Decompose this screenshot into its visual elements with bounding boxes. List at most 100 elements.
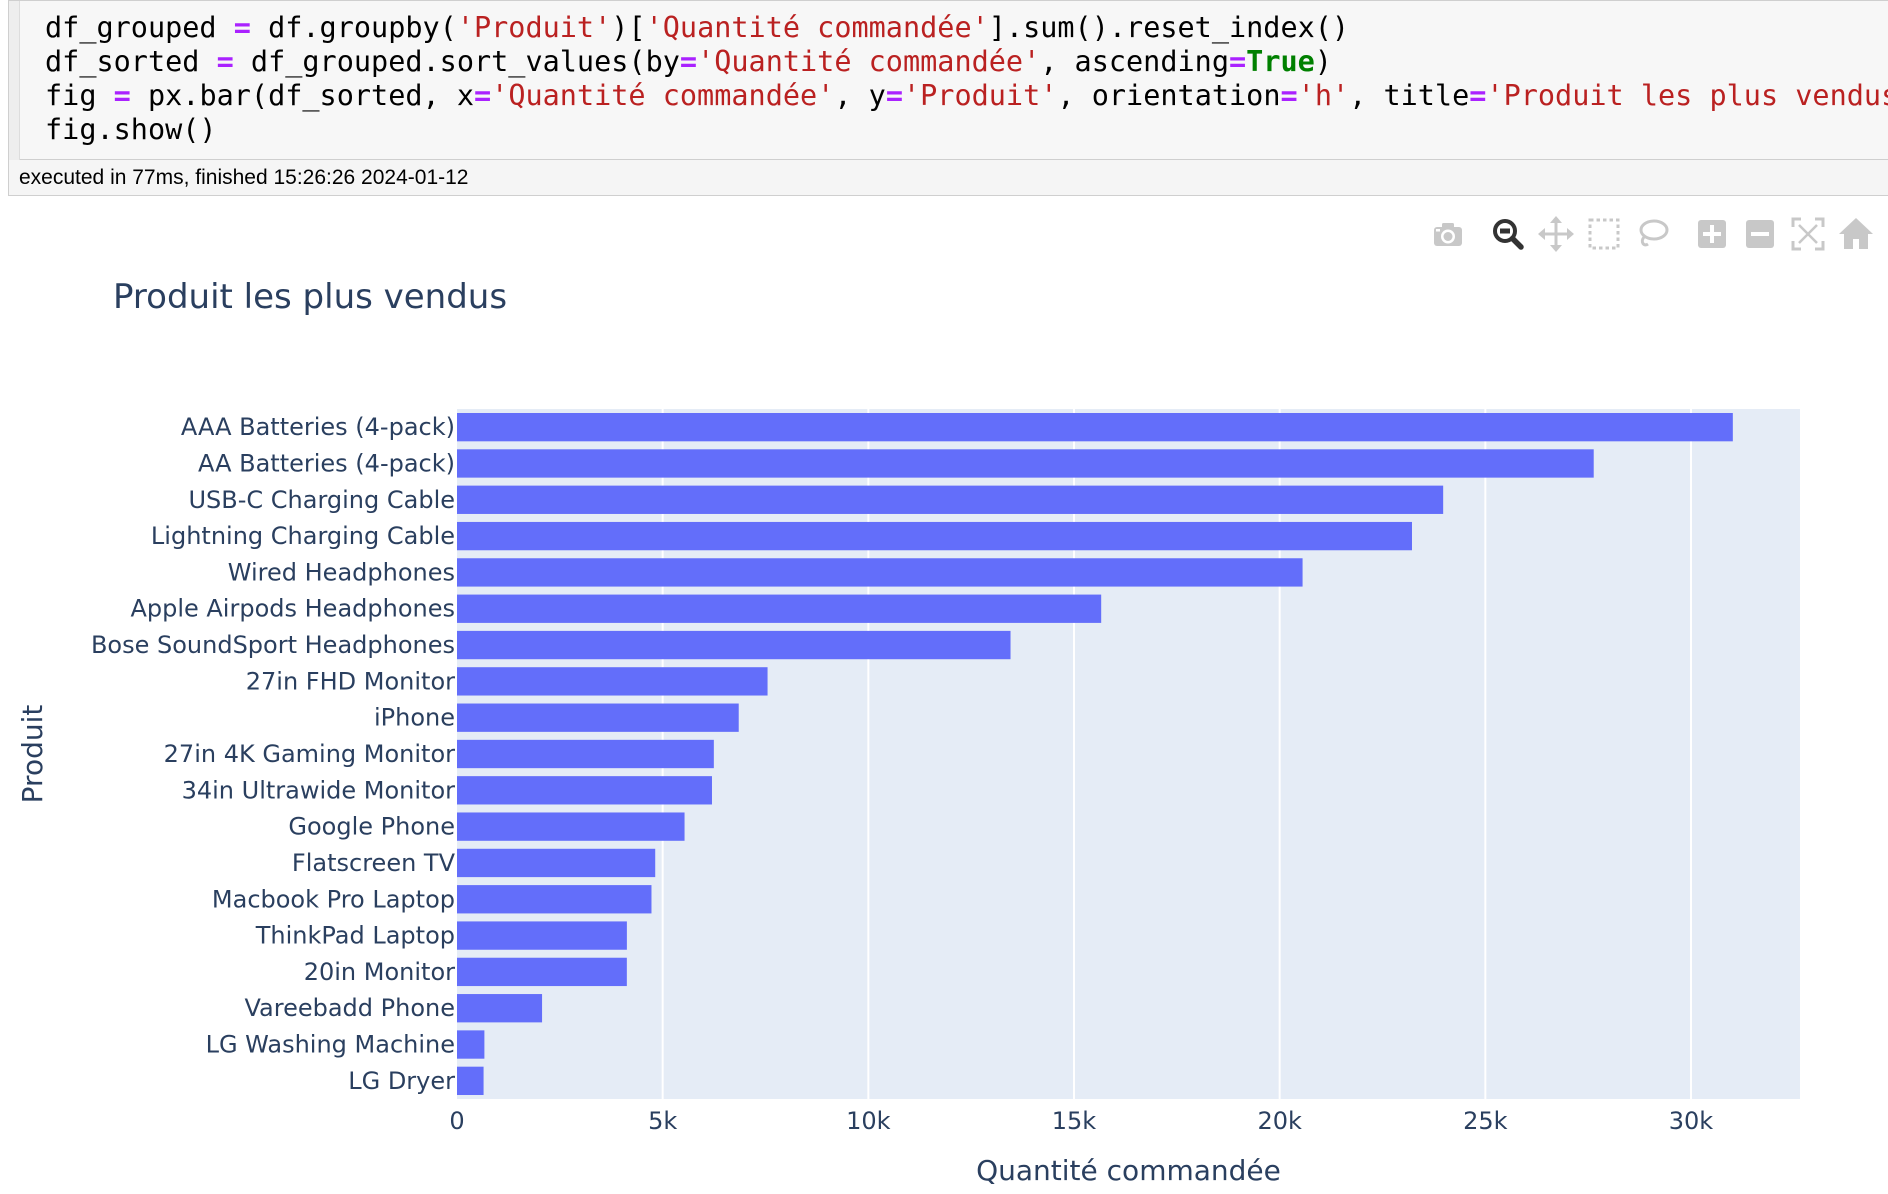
y-tick-label: 20in Monitor	[304, 958, 455, 986]
bar[interactable]	[457, 921, 627, 950]
code-token: =	[1280, 79, 1298, 112]
x-tick-labels: 0 5k 10k 15k 20k 25k 30k	[449, 1107, 1713, 1135]
camera-icon[interactable]	[1428, 214, 1468, 254]
chart-title: Produit les plus vendus	[113, 277, 508, 317]
cell-gutter	[9, 1, 20, 161]
y-tick-label: Macbook Pro Laptop	[212, 885, 455, 913]
zoom-out-icon[interactable]	[1740, 214, 1780, 254]
code-line: df_sorted = df_grouped.sort_values(by='Q…	[45, 45, 1332, 78]
bars	[457, 412, 1733, 1096]
reset-axes-icon[interactable]	[1836, 214, 1876, 254]
bar[interactable]	[457, 739, 714, 769]
zoom-icon[interactable]	[1488, 214, 1528, 254]
bar[interactable]	[457, 412, 1733, 442]
y-tick-label: iPhone	[374, 704, 455, 732]
code-token: )	[1314, 45, 1332, 78]
bar[interactable]	[457, 667, 768, 696]
code-token: 'Produit'	[902, 79, 1058, 112]
bar[interactable]	[457, 776, 712, 805]
bar[interactable]	[457, 812, 685, 841]
y-axis-title: Produit	[16, 705, 49, 804]
x-tick-label: 30k	[1669, 1107, 1714, 1135]
zoom-in-icon[interactable]	[1692, 214, 1732, 254]
code-token: fig	[45, 79, 114, 112]
code-token: 'Quantité commandée'	[645, 11, 989, 44]
y-tick-label: Lightning Charging Cable	[151, 522, 455, 550]
y-tick-label: LG Washing Machine	[206, 1031, 455, 1059]
code-token: px.bar(df_sorted, x	[130, 79, 474, 112]
code-token: 'Quantité commandée'	[491, 79, 835, 112]
x-tick-label: 15k	[1052, 1107, 1097, 1135]
code-line: df_grouped = df.groupby('Produit')['Quan…	[45, 11, 1349, 44]
bar[interactable]	[457, 994, 543, 1023]
code-token: ].sum().reset_index()	[988, 11, 1350, 44]
x-axis-title: Quantité commandée	[976, 1154, 1281, 1187]
y-tick-label: LG Dryer	[348, 1067, 455, 1095]
bar[interactable]	[457, 594, 1102, 623]
code-token: df_grouped.sort_values(by	[233, 45, 680, 78]
code-token: , title	[1349, 79, 1470, 112]
code-token: , orientation	[1057, 79, 1281, 112]
bar[interactable]	[457, 521, 1412, 551]
bar[interactable]	[457, 957, 627, 987]
bar-chart[interactable]: AAA Batteries (4-pack) AA Batteries (4-pa…	[0, 300, 1888, 1194]
y-tick-label: USB-C Charging Cable	[188, 486, 455, 514]
y-tick-label: Google Phone	[288, 813, 455, 841]
code-token: df_sorted	[45, 45, 217, 78]
y-tick-labels: AAA Batteries (4-pack) AA Batteries (4-pa…	[91, 413, 456, 1095]
pan-icon[interactable]	[1536, 214, 1576, 254]
bar[interactable]	[457, 449, 1594, 478]
x-tick-label: 5k	[648, 1107, 677, 1135]
x-tick-label: 25k	[1463, 1107, 1508, 1135]
x-tick-label: 10k	[846, 1107, 891, 1135]
code-token: fig.show()	[45, 113, 217, 146]
x-tick-label: 0	[449, 1107, 464, 1135]
y-tick-label: AAA Batteries (4-pack)	[181, 413, 455, 441]
y-tick-label: 34in Ultrawide Monitor	[182, 776, 456, 804]
code-token: df_grouped	[45, 11, 234, 44]
code-token: =	[885, 79, 903, 112]
code-token: =	[113, 79, 131, 112]
y-tick-label: AA Batteries (4-pack)	[198, 449, 455, 477]
code-token: 'h'	[1297, 79, 1350, 112]
bar[interactable]	[457, 848, 656, 878]
y-tick-label: Flatscreen TV	[292, 849, 456, 877]
autoscale-icon[interactable]	[1788, 214, 1828, 254]
code-token: =	[233, 11, 251, 44]
code-token: =	[1469, 79, 1487, 112]
code-token: , y	[834, 79, 886, 112]
bar[interactable]	[457, 703, 739, 732]
code-token: , ascending	[1040, 45, 1229, 78]
execution-status-text: executed in 77ms, finished 15:26:26 2024…	[19, 166, 469, 189]
y-tick-label: Apple Airpods Headphones	[130, 595, 455, 623]
y-tick-label: Bose SoundSport Headphones	[91, 631, 455, 659]
bar[interactable]	[457, 885, 652, 914]
code-token: df.groupby(	[250, 11, 457, 44]
box-select-icon[interactable]	[1584, 214, 1624, 254]
code-token: =	[473, 79, 492, 112]
code-token: 'Quantité commandée'	[697, 45, 1041, 78]
code-cell[interactable]: df_grouped = df.groupby('Produit')['Quan…	[8, 0, 1888, 161]
execution-status-bar: executed in 77ms, finished 15:26:26 2024…	[8, 160, 1888, 196]
x-tick-label: 20k	[1257, 1107, 1302, 1135]
bar[interactable]	[457, 485, 1444, 514]
code-token: =	[1228, 45, 1247, 78]
lasso-select-icon[interactable]	[1632, 214, 1672, 254]
code-token: 'Produit les plus vendus'	[1486, 79, 1888, 112]
y-tick-label: 27in 4K Gaming Monitor	[164, 740, 455, 768]
y-tick-label: ThinkPad Laptop	[255, 922, 455, 950]
bar[interactable]	[457, 558, 1303, 587]
y-tick-label: Vareebadd Phone	[244, 994, 455, 1022]
code-token: 'Produit'	[456, 11, 612, 44]
bar[interactable]	[457, 1066, 484, 1096]
y-tick-label: 27in FHD Monitor	[246, 667, 455, 695]
code-token: =	[679, 45, 698, 78]
y-tick-label: Wired Headphones	[228, 558, 455, 586]
code-editor[interactable]: df_grouped = df.groupby('Produit')['Quan…	[45, 11, 1888, 147]
bar[interactable]	[457, 1030, 485, 1059]
bar[interactable]	[457, 630, 1011, 660]
code-line: fig = px.bar(df_sorted, x='Quantité comm…	[45, 79, 1888, 112]
code-token: =	[216, 45, 234, 78]
code-token: True	[1246, 45, 1315, 78]
code-line: fig.show()	[45, 113, 217, 146]
